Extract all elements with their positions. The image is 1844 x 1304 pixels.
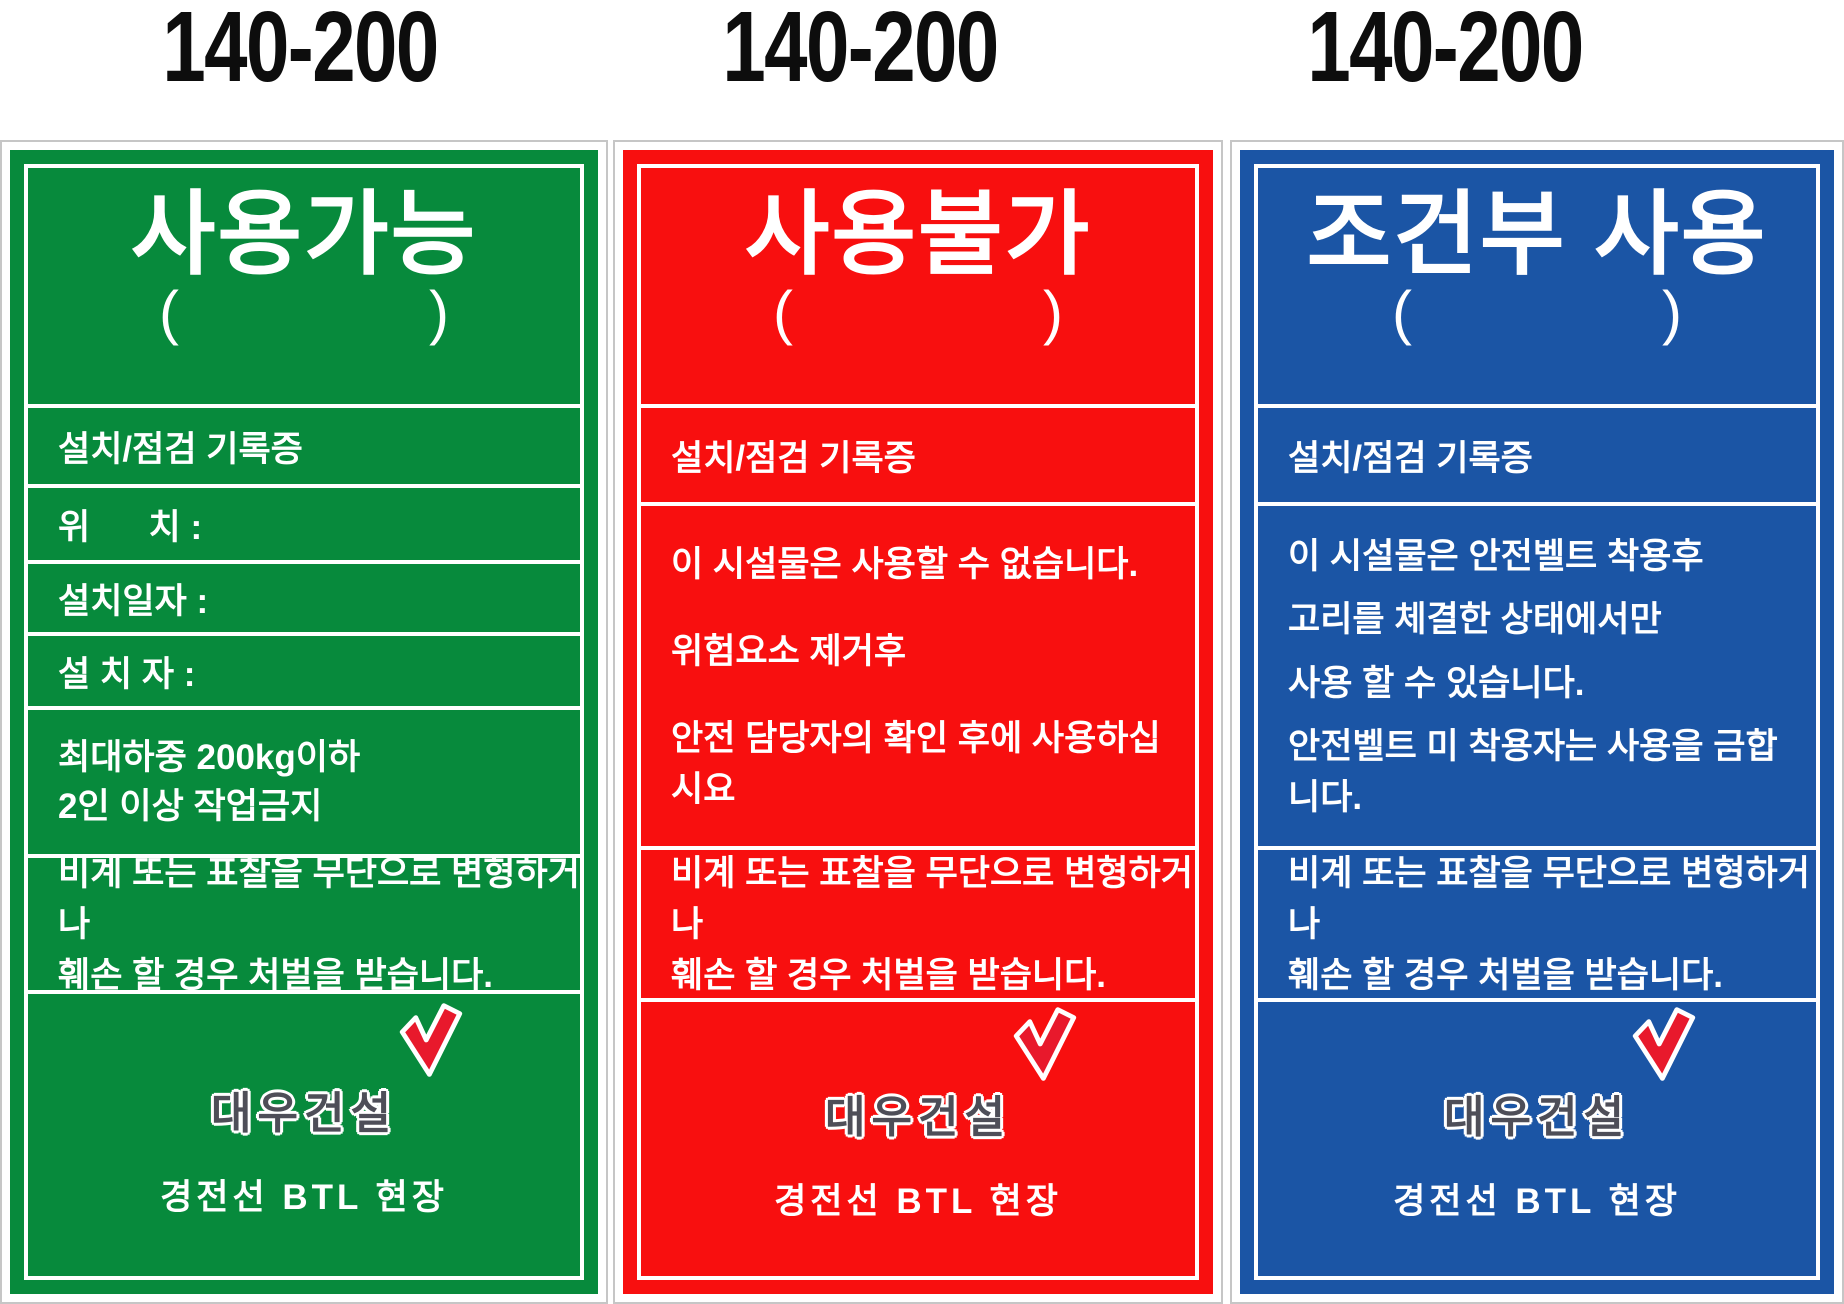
site-name: 경전선 BTL 현장 [1393,1181,1681,1221]
tag-conditional-use: 조건부 사용 ( ) 설치/점검 기록증 이 시설물은 안전벨트 착용후 고리를… [1230,140,1844,1304]
daewoo-arrow-icon [1632,1006,1696,1081]
instruction-row: 이 시설물은 안전벨트 착용후 고리를 체결한 상태에서만 사용 할 수 있습니… [1258,502,1816,846]
company-footer: 대우건설 경전선 BTL 현장 [28,990,580,1276]
tag-usable-title: 사용가능 [130,184,478,286]
size-label-blue: 140-200 [1307,0,1584,103]
record-header-row: 설치/점검 기록증 [641,404,1195,502]
tag-usable-body: 사용가능 ( ) 설치/점검 기록증 위 치 : 설치일자 : 설 치 자 : … [24,164,584,1280]
tag-usable-sign: 사용가능 ( ) 설치/점검 기록증 위 치 : 설치일자 : 설 치 자 : … [10,150,598,1294]
paren-open: ( [773,279,793,347]
tamper-warning-row: 비계 또는 표찰을 무단으로 변형하거나 훼손 할 경우 처벌을 받습니다. [641,846,1195,998]
paren-open: ( [159,279,179,347]
company-footer: 대우건설 경전선 BTL 현장 [1258,998,1816,1276]
company-logo: 대우건설 [211,1002,463,1141]
instruction-line2: 고리를 체결한 상태에서만 [1288,600,1662,640]
instruction-line3: 사용 할 수 있습니다. [1288,663,1585,703]
company-logo: 대우건설 [825,1006,1077,1145]
load-limit-line1: 최대하중 200kg이하 [58,738,361,777]
tag-unusable-title: 사용불가 [744,184,1092,286]
paren-close: ) [1043,279,1063,347]
paren-open: ( [1392,279,1412,347]
tamper-warning-line1: 비계 또는 표찰을 무단으로 변형하거나 [1288,853,1810,944]
paren-close: ) [429,279,449,347]
tag-usable: 사용가능 ( ) 설치/점검 기록증 위 치 : 설치일자 : 설 치 자 : … [0,140,608,1304]
instruction-row: 이 시설물은 사용할 수 없습니다. 위험요소 제거후 안전 담당자의 확인 후… [641,502,1195,846]
field-row-install-date: 설치일자 : [28,560,580,632]
tamper-warning-line1: 비계 또는 표찰을 무단으로 변형하거나 [671,853,1193,944]
tamper-warning-row: 비계 또는 표찰을 무단으로 변형하거나 훼손 할 경우 처벌을 받습니다. [28,854,580,995]
status-blank-parens: ( ) [1392,283,1682,343]
daewoo-arrow-icon [399,1002,463,1077]
field-row-installer: 설 치 자 : [28,632,580,706]
tag-unusable-body: 사용불가 ( ) 설치/점검 기록증 이 시설물은 사용할 수 없습니다. 위험… [637,164,1199,1280]
site-name: 경전선 BTL 현장 [160,1177,448,1217]
instruction-line3: 안전 담당자의 확인 후에 사용하십시요 [671,719,1161,809]
load-limit-row: 최대하중 200kg이하 2인 이상 작업금지 [28,706,580,854]
tag-unusable: 사용불가 ( ) 설치/점검 기록증 이 시설물은 사용할 수 없습니다. 위험… [613,140,1223,1304]
tamper-warning-row: 비계 또는 표찰을 무단으로 변형하거나 훼손 할 경우 처벌을 받습니다. [1258,846,1816,998]
instruction-line2: 위험요소 제거후 [671,632,907,671]
instruction-line4: 안전벨트 미 착용자는 사용을 금합니다. [1288,726,1778,817]
tag-unusable-title-block: 사용불가 ( ) [641,168,1195,404]
tamper-warning-line2: 훼손 할 경우 처벌을 받습니다. [1288,955,1724,995]
company-footer: 대우건설 경전선 BTL 현장 [641,998,1195,1276]
status-blank-parens: ( ) [159,283,449,343]
site-name: 경전선 BTL 현장 [774,1181,1062,1221]
record-header-row: 설치/점검 기록증 [28,404,580,484]
daewoo-arrow-icon [1013,1006,1077,1081]
tamper-warning-line1: 비계 또는 표찰을 무단으로 변형하거나 [58,853,580,944]
company-name: 대우건설 [211,1088,397,1138]
size-label-green: 140-200 [162,0,439,103]
company-name: 대우건설 [825,1092,1011,1142]
tamper-warning-line2: 훼손 할 경우 처벌을 받습니다. [671,955,1107,995]
tag-conditional-title-block: 조건부 사용 ( ) [1258,168,1816,404]
record-header-row: 설치/점검 기록증 [1258,404,1816,502]
status-blank-parens: ( ) [773,283,1063,343]
size-label-red: 140-200 [722,0,999,103]
paren-close: ) [1662,279,1682,347]
company-logo: 대우건설 [1444,1006,1696,1145]
tag-conditional-sign: 조건부 사용 ( ) 설치/점검 기록증 이 시설물은 안전벨트 착용후 고리를… [1240,150,1834,1294]
field-row-location: 위 치 : [28,484,580,560]
tag-conditional-body: 조건부 사용 ( ) 설치/점검 기록증 이 시설물은 안전벨트 착용후 고리를… [1254,164,1820,1280]
tag-unusable-sign: 사용불가 ( ) 설치/점검 기록증 이 시설물은 사용할 수 없습니다. 위험… [623,150,1213,1294]
tag-conditional-title: 조건부 사용 [1306,184,1768,286]
load-limit-line2: 2인 이상 작업금지 [58,787,323,826]
instruction-line1: 이 시설물은 안전벨트 착용후 [1288,537,1704,576]
tag-usable-title-block: 사용가능 ( ) [28,168,580,404]
tamper-warning-line2: 훼손 할 경우 처벌을 받습니다. [58,955,494,995]
instruction-line1: 이 시설물은 사용할 수 없습니다. [671,545,1139,584]
company-name: 대우건설 [1444,1092,1630,1142]
